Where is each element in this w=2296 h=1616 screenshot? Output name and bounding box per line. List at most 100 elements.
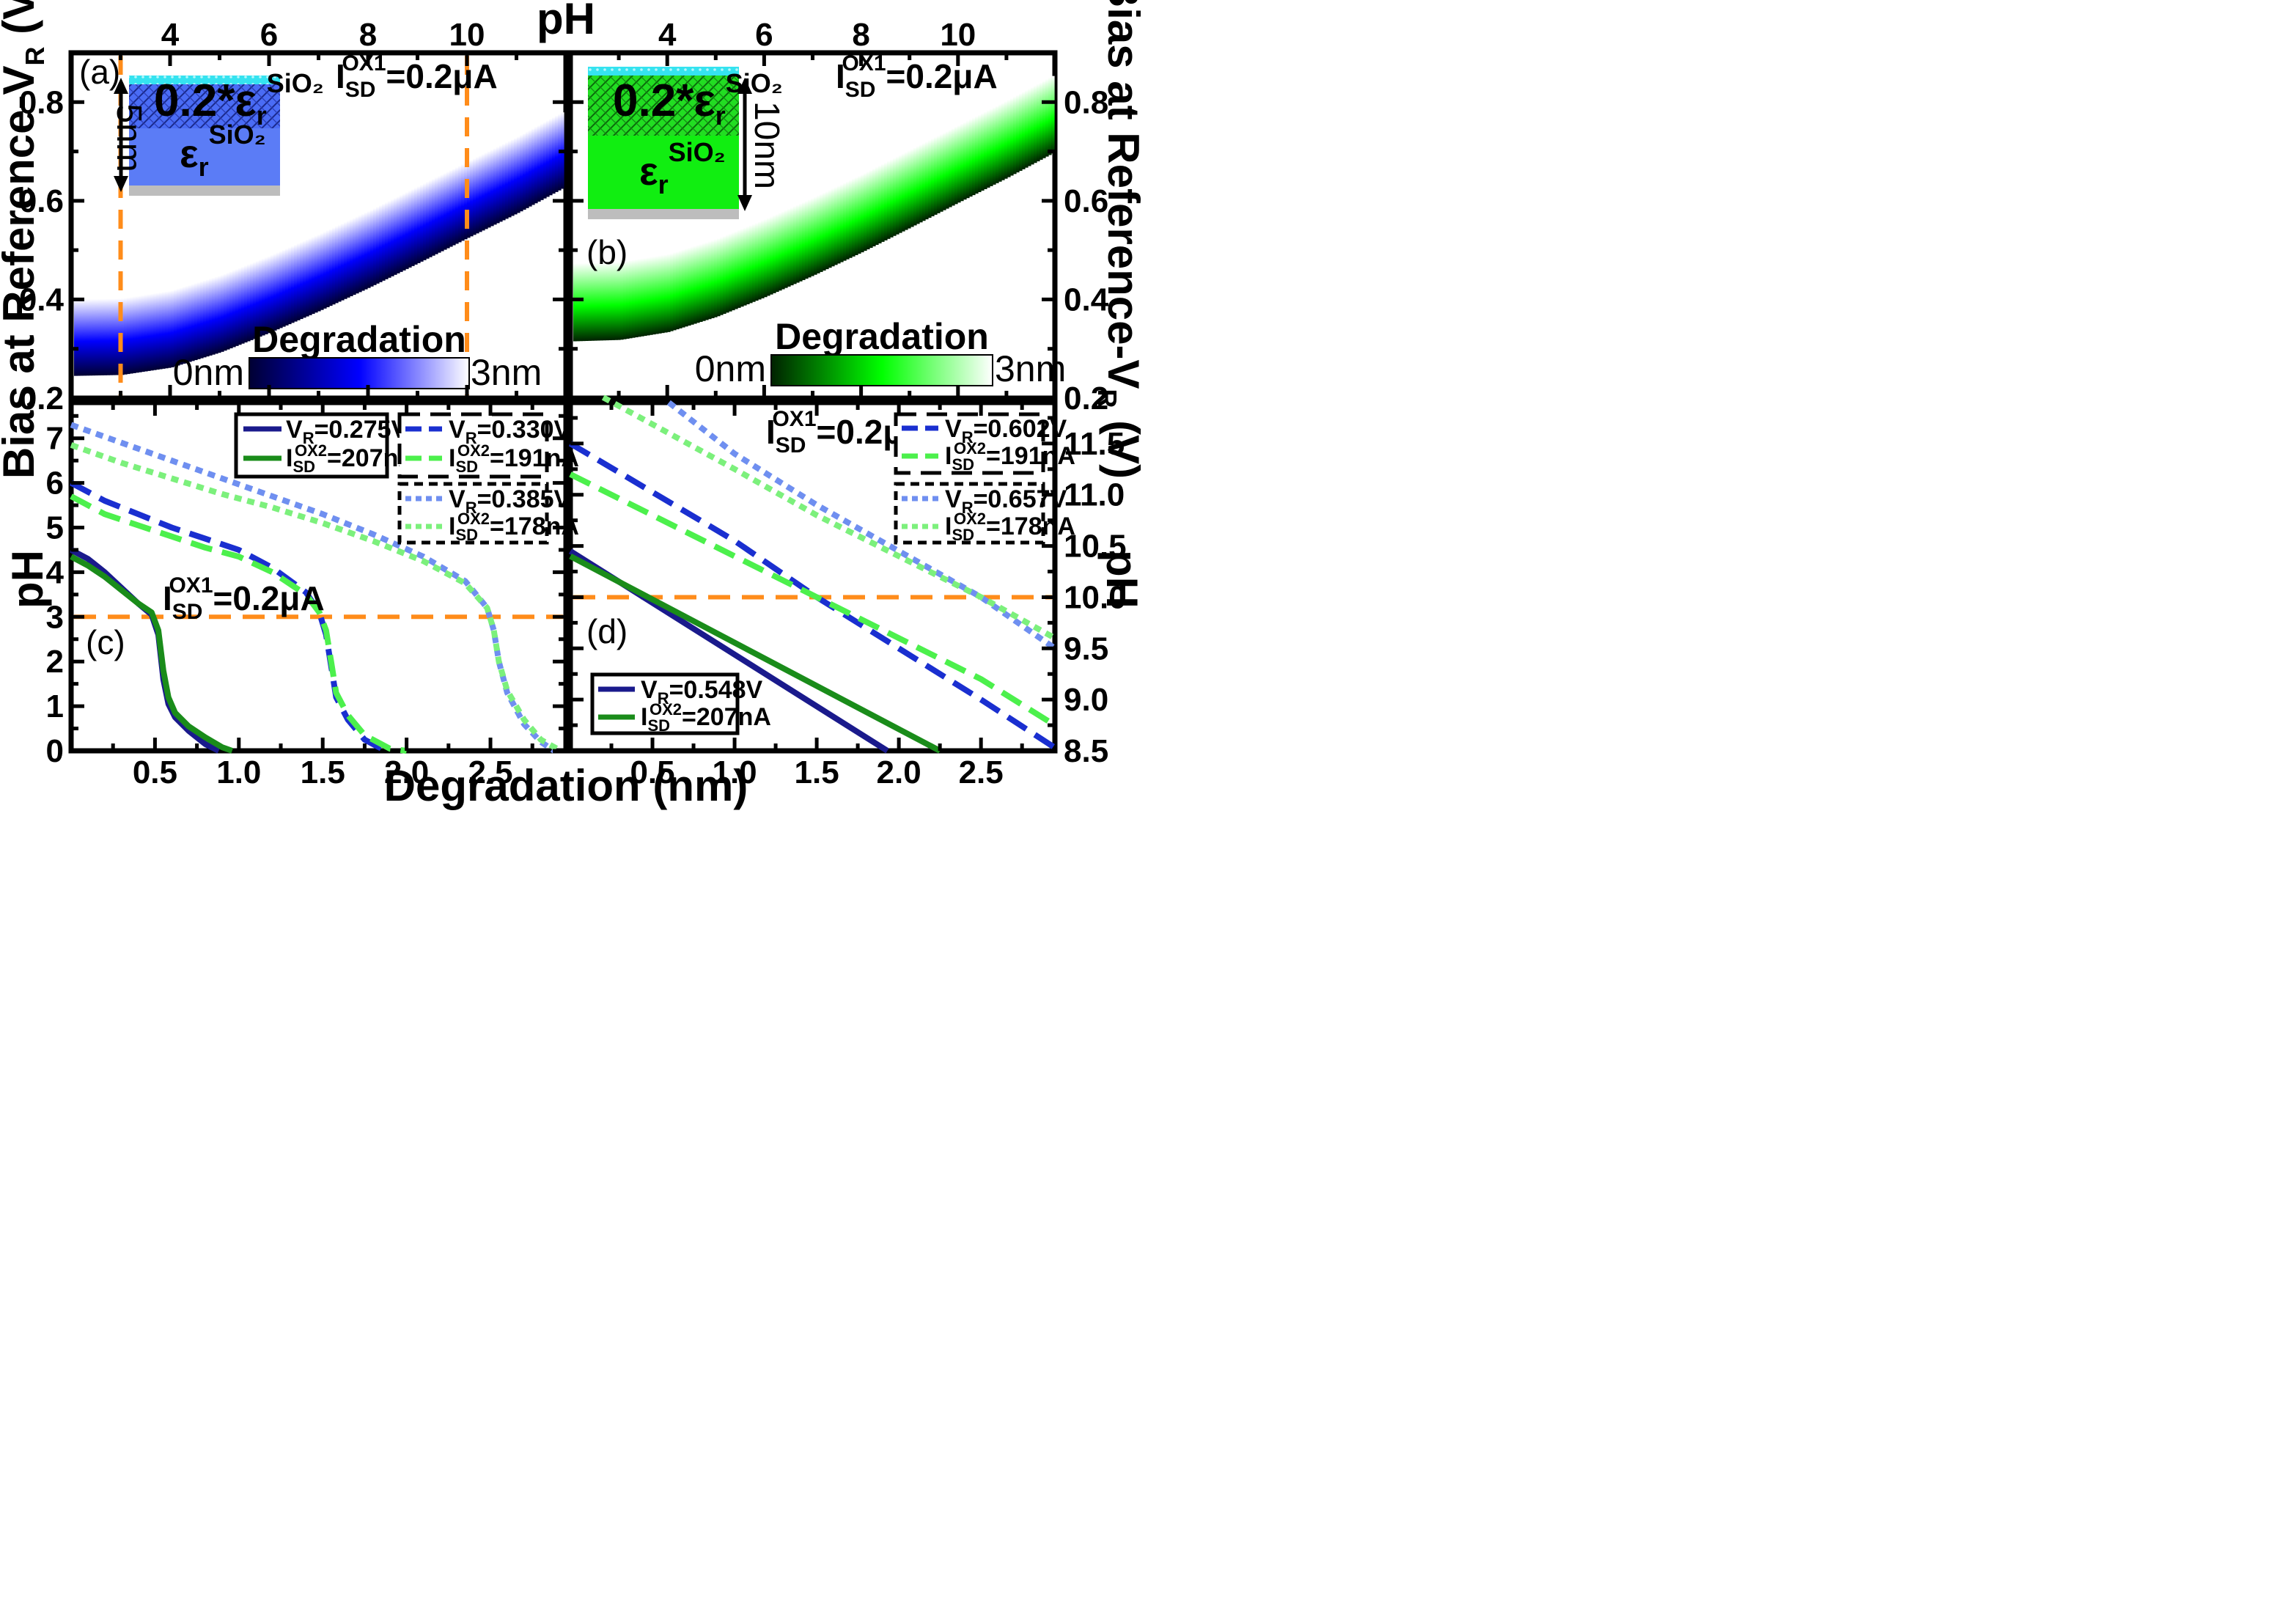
inset-a-substrate (129, 186, 280, 196)
band-a-slice (452, 168, 456, 246)
band-b-slice (966, 120, 970, 199)
band-b-slice (890, 159, 894, 238)
panel-b-current: ISDOX1=0.2μA (836, 51, 998, 102)
band-b-slice (705, 242, 709, 320)
band-a-slice (97, 298, 101, 376)
band-a-slice (227, 272, 230, 350)
panel-a-letter: (a) (79, 53, 120, 91)
band-a-slice (203, 280, 207, 358)
band-b-slice (708, 240, 712, 320)
band-b-slice (764, 218, 768, 298)
band-a-slice (531, 128, 535, 205)
band-b-slice (723, 235, 726, 315)
band-a-slice (549, 118, 553, 196)
band-a-slice (552, 117, 556, 194)
band-a-slice (95, 298, 98, 376)
band-b-slice (808, 199, 812, 278)
band-b-slice (825, 191, 829, 270)
inset-b-arrow-head-top (737, 78, 752, 94)
band-a-slice (523, 133, 526, 210)
panel-d-plot (568, 394, 1057, 754)
legend-c1-label-1: VR=0.275V (286, 416, 408, 447)
band-b-slice (864, 172, 867, 251)
band-a-slice (115, 298, 119, 375)
band-b-slice (1045, 78, 1049, 157)
band-b-slice (996, 106, 999, 183)
band-b-slice (858, 175, 861, 254)
band-b-slice (884, 162, 888, 240)
legend-d1-label-2: ISDOX2=191nA (945, 439, 1075, 474)
band-a-slice (130, 297, 133, 374)
band-b-slice (902, 153, 905, 232)
band-b-slice (632, 260, 636, 338)
band-a-slice (197, 282, 201, 359)
band-a-slice (253, 262, 257, 339)
band-a-slice (405, 191, 409, 269)
band-a-slice (353, 218, 356, 295)
band-b-slice (793, 206, 797, 284)
band-a-slice (455, 167, 459, 244)
band-a-slice (271, 254, 274, 332)
y-tick-label-d: 11.0 (1064, 477, 1125, 513)
band-b-slice (846, 181, 850, 260)
series-d-i-sd-ox2-207na (569, 554, 942, 754)
band-a-slice (408, 190, 412, 268)
panel-c-current: ISDOX1=0.2μA (163, 573, 325, 624)
band-a-slice (373, 207, 377, 285)
band-a-slice (444, 172, 447, 250)
band-a-slice (476, 157, 479, 234)
inset-a-arrow-head-bottom (114, 176, 128, 192)
band-a-slice (414, 187, 418, 265)
band-b-slice (916, 146, 920, 224)
band-b-slice (717, 238, 721, 317)
band-b-slice (638, 259, 641, 337)
band-b-slice (664, 254, 668, 333)
legend-c2-box (397, 412, 549, 479)
band-b-slice (752, 224, 756, 302)
band-b-slice (954, 126, 958, 205)
band-b-slice (699, 243, 703, 323)
band-a-slice (188, 284, 192, 362)
band-a-slice (303, 240, 306, 318)
band-b-slice (1040, 82, 1043, 160)
band-b-slice (1016, 95, 1020, 173)
band-a-slice (250, 262, 254, 340)
band-a-slice (256, 260, 260, 338)
band-b-slice (984, 111, 987, 189)
panel-a-plot (74, 112, 564, 376)
inset-b-cap-layer (588, 67, 739, 76)
series-c-i-sd-ox2-207na (70, 554, 234, 754)
band-a-slice (341, 223, 345, 301)
panel-d-legend-dotted: VR=0.657V ISDOX2=178nA (894, 482, 1075, 545)
band-a-slice (183, 287, 186, 364)
y-tick-label-d: 8.5 (1064, 733, 1108, 769)
band-b-slice (702, 243, 706, 321)
band-b-slice (978, 114, 982, 193)
band-a-slice (312, 237, 315, 315)
y-tick-label-b: 0.8 (1064, 84, 1108, 120)
band-b-slice (957, 125, 961, 203)
band-b-slice (779, 212, 782, 291)
band-b-slice (635, 259, 639, 338)
band-a-slice (546, 120, 550, 197)
y-tick-label-b: 0.4 (1064, 282, 1109, 317)
band-a-slice (212, 277, 216, 355)
band-b-slice (652, 256, 656, 335)
band-a-slice (361, 213, 365, 291)
band-a-slice (391, 199, 394, 276)
band-a-slice (335, 226, 339, 304)
band-a-slice (224, 273, 227, 351)
band-a-slice (127, 297, 130, 375)
bottom-axis-title: Degradation (nm) (384, 761, 748, 810)
inset-a-oxide-layer (129, 128, 280, 186)
legend-c3-box (397, 482, 549, 545)
y-tick-label-a: 0.8 (19, 84, 64, 120)
colorbar-a-min: 0nm (173, 352, 244, 393)
band-a-slice (80, 299, 84, 376)
band-a-slice (526, 131, 529, 208)
top-axis-title: pH (537, 0, 595, 43)
band-a-slice (103, 298, 107, 375)
legend-d3-label-2: ISDOX2=207nA (641, 700, 771, 735)
inset-a-arrow-head-top (114, 78, 128, 94)
band-b-slice (866, 171, 870, 250)
